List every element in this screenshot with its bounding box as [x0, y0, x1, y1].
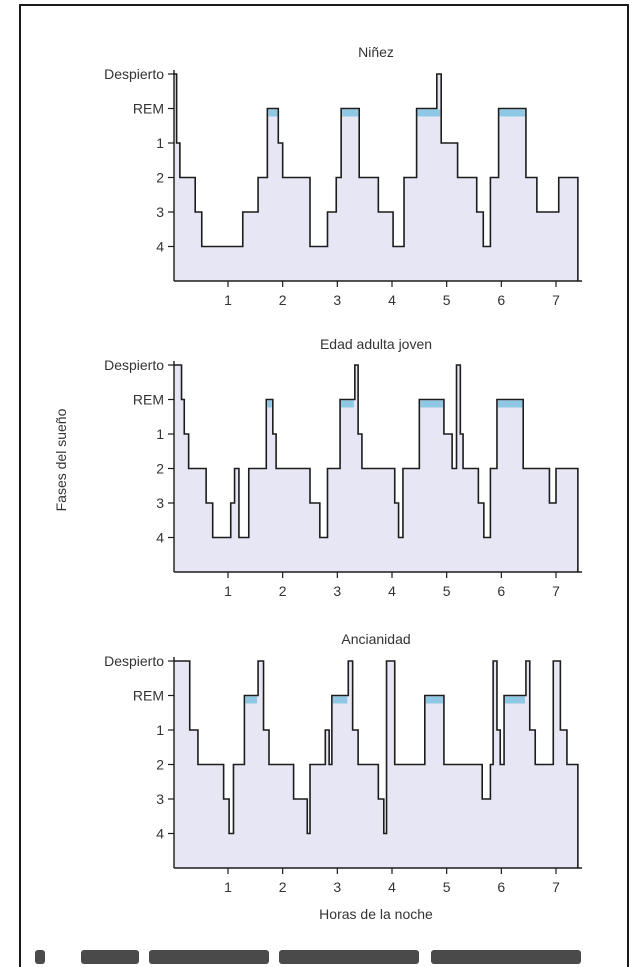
y-tick-label: 3 — [156, 204, 164, 220]
y-tick-label: Despierto — [104, 357, 164, 373]
caption-fragment — [279, 950, 419, 964]
x-tick-label: 3 — [333, 879, 341, 895]
x-tick-label: 1 — [224, 583, 232, 599]
chart-3: Despierto REM 1 2 3 4 1 2 3 4 5 6 7 Ancianidad — [104, 631, 582, 895]
caption-fragment — [431, 950, 581, 964]
rem-band — [245, 696, 258, 704]
x-tick-label: 6 — [497, 292, 505, 308]
figure-border — [19, 4, 629, 967]
y-tick-label: 2 — [156, 757, 164, 773]
y-tick-label: 3 — [156, 791, 164, 807]
rem-band — [499, 109, 525, 117]
x-tick-label: 2 — [279, 583, 287, 599]
caption-fragment — [81, 950, 139, 964]
y-tick-label: 1 — [156, 135, 164, 151]
x-tick-label: 6 — [497, 583, 505, 599]
hypnogram-line — [173, 364, 579, 572]
y-tick-label: 1 — [156, 426, 164, 442]
y-tick-label: REM — [133, 392, 164, 408]
y-tick-label: REM — [133, 688, 164, 704]
y-tick-label: 4 — [156, 530, 164, 546]
x-tick-label: 3 — [333, 583, 341, 599]
x-tick-label: 6 — [497, 879, 505, 895]
x-tick-label: 7 — [552, 292, 560, 308]
rem-band — [420, 400, 443, 408]
chart-title: Edad adulta joven — [320, 336, 432, 352]
hypnogram-line — [173, 660, 579, 868]
chart-title: Niñez — [358, 44, 394, 60]
y-axis-label: Fases del sueño — [53, 408, 69, 512]
caption-cutoff — [21, 938, 627, 967]
y-tick-label: 4 — [156, 239, 164, 255]
x-tick-label: 4 — [388, 879, 396, 895]
rem-band — [417, 109, 441, 117]
x-tick-label: 4 — [388, 583, 396, 599]
rem-band — [332, 696, 348, 704]
rem-band — [505, 696, 525, 704]
x-tick-label: 1 — [224, 292, 232, 308]
y-tick-label: 3 — [156, 495, 164, 511]
x-tick-label: 5 — [443, 292, 451, 308]
x-tick-label: 1 — [224, 879, 232, 895]
rem-band — [341, 400, 354, 408]
x-tick-label: 5 — [443, 879, 451, 895]
x-tick-label: 5 — [443, 583, 451, 599]
rem-band — [497, 400, 523, 408]
y-tick-label: 2 — [156, 170, 164, 186]
y-tick-label: 2 — [156, 461, 164, 477]
chart-title: Ancianidad — [341, 631, 410, 647]
y-tick-label: Despierto — [104, 653, 164, 669]
rem-band — [342, 109, 359, 117]
chart-1: Despierto REM 1 2 3 4 1 2 3 4 5 6 7 Niñez — [104, 44, 582, 308]
y-tick-label: 1 — [156, 722, 164, 738]
x-tick-label: 4 — [388, 292, 396, 308]
x-tick-label: 2 — [279, 292, 287, 308]
x-tick-label: 3 — [333, 292, 341, 308]
rem-band — [268, 109, 278, 117]
rem-band — [267, 400, 272, 408]
x-tick-label: 7 — [552, 583, 560, 599]
y-tick-label: 4 — [156, 826, 164, 842]
y-tick-label: REM — [133, 101, 164, 117]
rem-band — [425, 696, 443, 704]
x-tick-label: 2 — [279, 879, 287, 895]
caption-fragment — [35, 950, 45, 964]
caption-fragment — [149, 950, 269, 964]
y-tick-label: Despierto — [104, 66, 164, 82]
x-tick-label: 7 — [552, 879, 560, 895]
chart-2: Despierto REM 1 2 3 4 1 2 3 4 5 6 7 Edad adulta joven — [104, 336, 582, 599]
x-axis-label: Horas de la noche — [319, 906, 433, 922]
hypnogram-line — [173, 73, 579, 281]
